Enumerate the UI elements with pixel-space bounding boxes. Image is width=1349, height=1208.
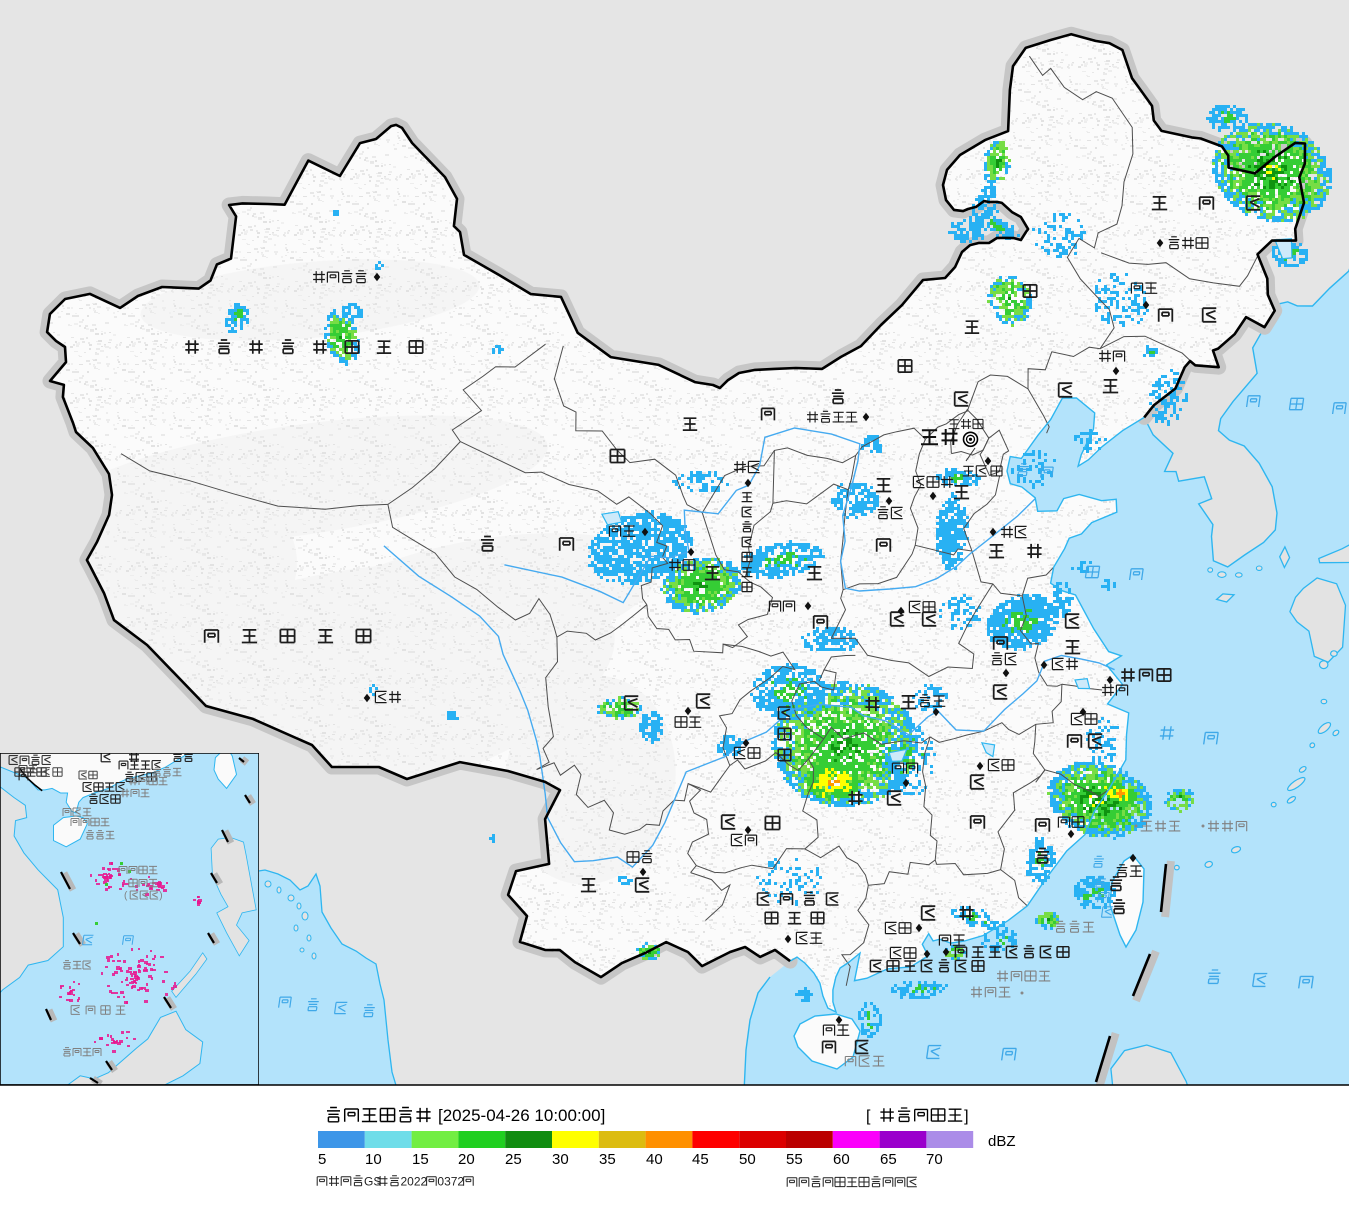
svg-text:[: [ [866, 1108, 871, 1125]
svg-text:10: 10 [365, 1151, 382, 1168]
svg-text:(: ( [124, 891, 128, 902]
svg-text:50: 50 [739, 1151, 756, 1168]
svg-text:70: 70 [926, 1151, 943, 1168]
svg-text:60: 60 [833, 1151, 850, 1168]
svg-text:2022: 2022 [401, 1174, 428, 1188]
svg-text:55: 55 [786, 1151, 803, 1168]
svg-text:35: 35 [599, 1151, 616, 1168]
svg-text:[2025-04-26 10:00:00]: [2025-04-26 10:00:00] [438, 1106, 605, 1125]
svg-text:5: 5 [318, 1151, 326, 1168]
svg-text:45: 45 [692, 1151, 709, 1168]
svg-text:): ) [159, 891, 162, 902]
svg-text:]: ] [964, 1108, 968, 1125]
svg-text:30: 30 [552, 1151, 569, 1168]
svg-text:0372: 0372 [437, 1174, 464, 1188]
svg-text:15: 15 [412, 1151, 429, 1168]
svg-text:dBZ: dBZ [988, 1133, 1016, 1150]
svg-text:40: 40 [646, 1151, 663, 1168]
svg-text:25: 25 [505, 1151, 522, 1168]
svg-text:GS: GS [364, 1174, 381, 1188]
svg-text:65: 65 [880, 1151, 897, 1168]
svg-text:20: 20 [458, 1151, 475, 1168]
